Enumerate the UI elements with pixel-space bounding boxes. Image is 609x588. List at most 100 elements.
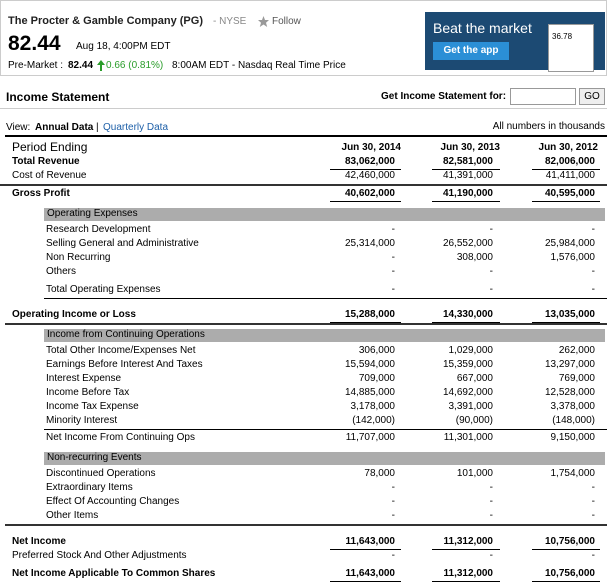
- cell-value: 11,643,000: [345, 568, 396, 579]
- cell-value: (142,000): [352, 415, 395, 426]
- row-rule: [44, 429, 607, 430]
- row-label: Effect Of Accounting Changes: [46, 496, 180, 507]
- cell-value: 667,000: [456, 373, 493, 384]
- section-label: Income from Continuing Operations: [47, 329, 205, 340]
- cell-value: -: [591, 550, 595, 561]
- up-arrow: [97, 60, 105, 71]
- cell-value: 26,552,000: [442, 238, 493, 249]
- cell-value: -: [489, 266, 493, 277]
- cell-value: -: [391, 266, 395, 277]
- row-label: Interest Expense: [46, 373, 122, 384]
- row-label: Discontinued Operations: [46, 468, 156, 479]
- cell-value: -: [591, 224, 595, 235]
- cell-rule: [432, 581, 500, 582]
- ad-button[interactable]: Get the app: [433, 42, 509, 60]
- row-label: Net Income Applicable To Common Shares: [12, 568, 216, 579]
- row-rule: [5, 524, 607, 526]
- cell-rule: [330, 201, 401, 202]
- row-label: Non Recurring: [46, 252, 111, 263]
- row-label: Total Operating Expenses: [46, 284, 161, 295]
- cell-value: 11,301,000: [443, 432, 493, 443]
- row-label: Total Revenue: [12, 156, 80, 167]
- row-label: Earnings Before Interest And Taxes: [46, 359, 203, 370]
- section-bar: [44, 329, 605, 342]
- row-label: Net Income From Continuing Ops: [46, 432, 195, 443]
- row-label: Others: [46, 266, 77, 277]
- cell-value: -: [489, 224, 493, 235]
- cell-value: 15,359,000: [442, 359, 493, 370]
- cell-value: 78,000: [364, 468, 395, 479]
- quote-box: [0, 0, 607, 76]
- cell-value: 14,885,000: [344, 387, 395, 398]
- cell-value: 769,000: [558, 373, 595, 384]
- row-label: Preferred Stock And Other Adjustments: [12, 550, 187, 561]
- quarterly-tab[interactable]: Quarterly Data: [103, 122, 169, 133]
- section-bar: [44, 452, 605, 465]
- cell-value: -: [391, 550, 395, 561]
- lookup-label: Get Income Statement for:: [381, 91, 507, 102]
- row-rule: [5, 323, 607, 325]
- cell-rule: [330, 322, 401, 323]
- cell-value: 306,000: [358, 345, 395, 356]
- units-note: All numbers in thousands: [492, 121, 605, 132]
- cell-value: 11,312,000: [443, 536, 494, 547]
- cell-value: 11,312,000: [443, 568, 494, 579]
- divider: [0, 108, 607, 109]
- cell-value: -: [591, 284, 595, 295]
- tab-separator: |: [96, 122, 99, 133]
- cell-value: -: [391, 224, 395, 235]
- price-time: Aug 18, 4:00PM EDT: [76, 41, 171, 52]
- cell-rule: [532, 322, 600, 323]
- company-name: The Procter & Gamble Company (PG): [8, 15, 203, 27]
- ad-headline: Beat the market: [433, 20, 532, 36]
- cell-value: 262,000: [558, 345, 595, 356]
- cell-rule: [532, 201, 600, 202]
- row-label: Gross Profit: [12, 188, 70, 199]
- cell-value: -: [489, 550, 493, 561]
- cell-value: -: [391, 496, 395, 507]
- cell-rule: [532, 581, 600, 582]
- row-label: Operating Income or Loss: [12, 309, 136, 320]
- cell-rule: [330, 549, 401, 550]
- exchange: - NYSE: [213, 16, 247, 27]
- cell-value: -: [391, 482, 395, 493]
- cell-value: 12,528,000: [544, 387, 595, 398]
- cell-value: -: [489, 284, 493, 295]
- follow-button[interactable]: Follow: [272, 16, 301, 27]
- row-label: Net Income: [12, 536, 66, 547]
- cell-value: 25,314,000: [344, 238, 395, 249]
- cell-value: 308,000: [456, 252, 493, 263]
- cell-value: -: [391, 284, 395, 295]
- cell-value: 3,391,000: [448, 401, 494, 412]
- follow-star[interactable]: [258, 16, 269, 27]
- cell-value: 1,576,000: [550, 252, 596, 263]
- section-bar: [44, 208, 605, 221]
- ad-phone-price: 36.78: [552, 32, 573, 41]
- cell-value: 15,594,000: [344, 359, 395, 370]
- period-label: Period Ending: [12, 140, 88, 154]
- cell-value: 41,391,000: [442, 170, 493, 181]
- cell-value: -: [391, 510, 395, 521]
- row-label: Research Development: [46, 224, 151, 235]
- cell-value: 41,190,000: [442, 188, 493, 199]
- table-top-rule: [5, 135, 607, 137]
- section-label: Non-recurring Events: [47, 452, 142, 463]
- cell-value: (148,000): [552, 415, 595, 426]
- price: 82.44: [8, 32, 61, 55]
- cell-value: 40,595,000: [544, 188, 595, 199]
- cell-value: -: [591, 496, 595, 507]
- cell-rule: [532, 549, 600, 550]
- symbol-input[interactable]: [510, 88, 576, 105]
- annual-tab[interactable]: Annual Data: [35, 122, 94, 133]
- cell-value: 83,062,000: [344, 156, 395, 167]
- premarket-change: 0.66 (0.81%): [106, 60, 164, 71]
- cell-value: -: [489, 482, 493, 493]
- go-button[interactable]: GO: [579, 88, 605, 105]
- row-label: Extraordinary Items: [46, 482, 133, 493]
- row-label: Cost of Revenue: [12, 170, 87, 181]
- cell-rule: [532, 169, 600, 170]
- cell-value: 13,297,000: [544, 359, 595, 370]
- view-label: View:: [6, 122, 31, 133]
- column-header: Jun 30, 2013: [440, 142, 500, 153]
